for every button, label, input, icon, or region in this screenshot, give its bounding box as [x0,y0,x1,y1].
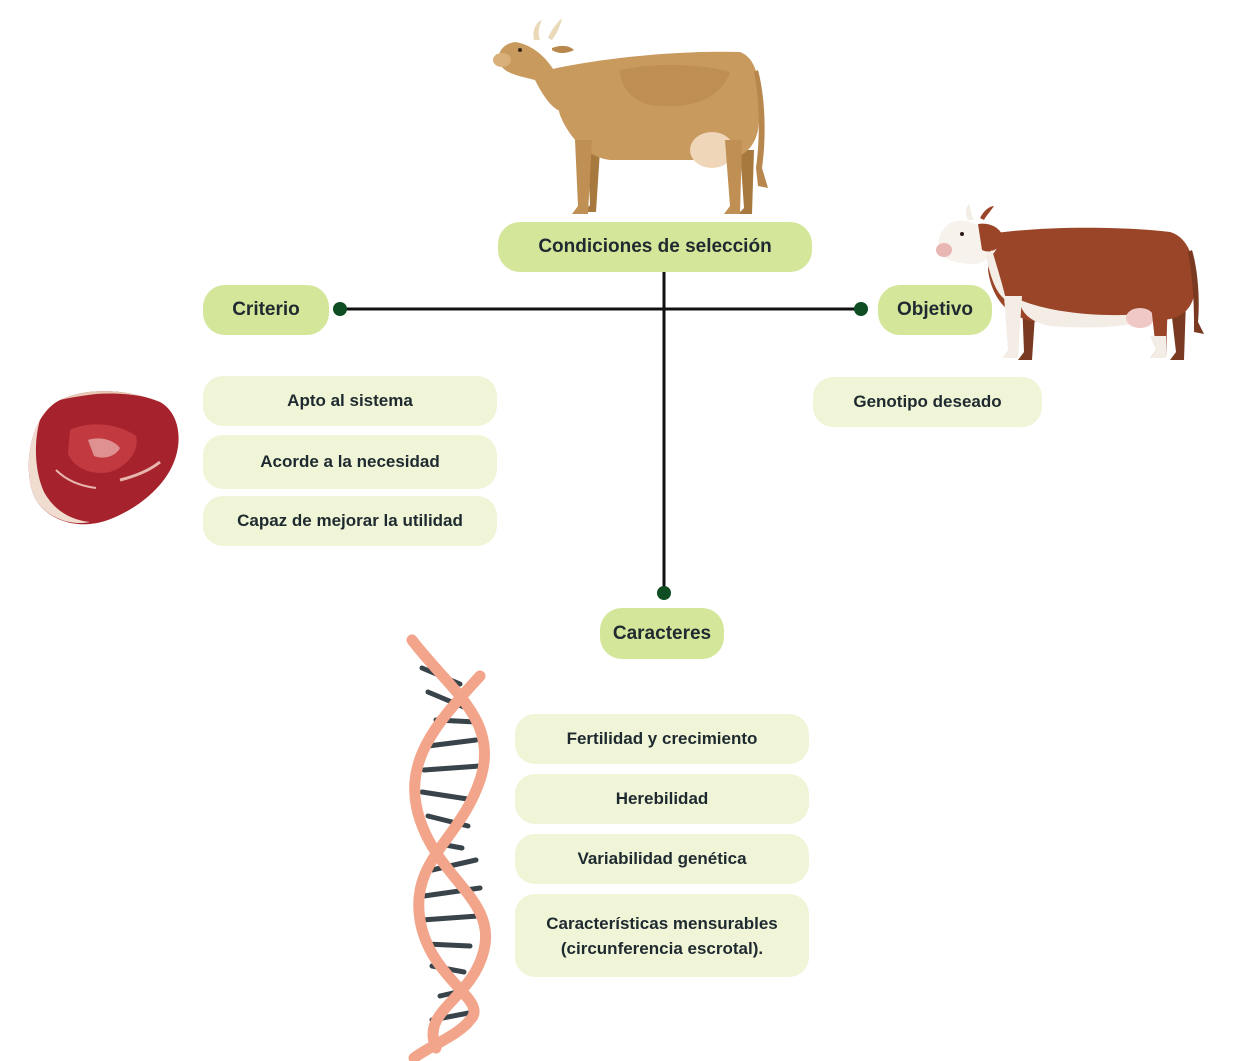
branch-node-criterio: Criterio [203,285,329,335]
objetivo-item-label: Genotipo deseado [853,392,1002,411]
criterio-item: Acorde a la necesidad [203,435,497,489]
caracteres-item: Herebilidad [515,774,809,824]
criterio-item-label: Acorde a la necesidad [260,452,440,471]
root-node-condiciones: Condiciones de selección [498,222,812,272]
caracteres-item-label: Herebilidad [615,789,709,808]
hereford-cow-icon [936,204,1204,360]
caracteres-item-label: Fertilidad y crecimiento [566,729,758,748]
caracteres-item: Características mensurables (circunferen… [515,894,809,977]
branch-node-objetivo: Objetivo [878,285,992,335]
beef-steak-icon [28,391,179,525]
cow-tan-icon [493,18,768,214]
criterio-item: Apto al sistema [203,376,497,426]
dna-helix-icon [406,634,492,1061]
caracteres-label: Caracteres [612,622,712,644]
criterio-item: Capaz de mejorar la utilidad [203,496,497,546]
connectors [333,272,868,600]
caracteres-item-label: Variabilidad genética [577,849,747,868]
criterio-item-label: Capaz de mejorar la utilidad [237,511,463,530]
criterio-label: Criterio [232,299,300,320]
caracteres-item: Fertilidad y crecimiento [515,714,809,764]
criterio-item-label: Apto al sistema [287,391,413,410]
caracteres-item: Variabilidad genética [515,834,809,884]
objetivo-item: Genotipo deseado [813,377,1042,427]
root-node-label: Condiciones de selección [538,236,772,257]
node-dot-caracteres [657,586,671,600]
node-dot-objetivo [854,302,868,316]
objetivo-label: Objetivo [896,299,973,320]
caracteres-item-label-line1: Características mensurables [546,913,778,933]
branch-node-caracteres: Caracteres [600,608,724,659]
caracteres-item-label-line2: (circunferencia escrotal). [560,938,764,958]
node-dot-criterio [333,302,347,316]
